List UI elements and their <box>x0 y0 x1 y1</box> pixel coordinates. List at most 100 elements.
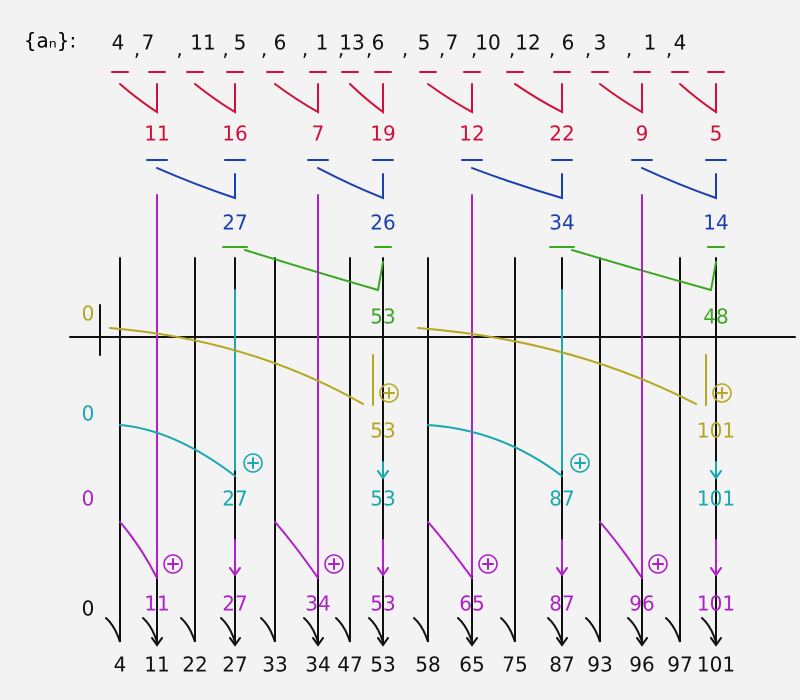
downsweep2-value: 101 <box>697 487 735 511</box>
sweep-curve <box>274 521 319 579</box>
downsweep1-value: 53 <box>370 419 395 443</box>
plus-sign <box>328 558 340 570</box>
arrow <box>710 627 722 647</box>
sequence-label: {aₙ}: <box>24 29 76 53</box>
pair-join <box>274 83 319 114</box>
sweep-curve <box>427 521 473 579</box>
plus-circle <box>570 453 590 473</box>
arrow <box>151 627 163 647</box>
pair-join <box>471 167 563 200</box>
zero-label: 0 <box>82 302 95 326</box>
downsweep2-value: 27 <box>222 487 247 511</box>
sequence-value: 5 <box>234 31 247 55</box>
downsweep3-value: 96 <box>629 592 654 616</box>
pair-join <box>679 83 717 114</box>
sequence-value: 10 <box>475 31 500 55</box>
sequence-value: 6 <box>562 31 575 55</box>
column-line <box>585 257 601 643</box>
sequence-value: 7 <box>446 31 459 55</box>
downsweep3-value: 27 <box>222 592 247 616</box>
arrow <box>377 539 389 577</box>
pair-join <box>514 83 563 114</box>
arrow <box>229 539 241 577</box>
arrow <box>377 461 389 480</box>
plus-circle <box>648 554 668 574</box>
plus-circle <box>478 554 498 574</box>
downsweep3-value: 11 <box>144 592 169 616</box>
downsweep3-value: 101 <box>697 592 735 616</box>
plus-sign <box>574 457 586 469</box>
pair-join <box>349 83 384 114</box>
sequence-value: 6 <box>274 31 287 55</box>
plus-sign <box>167 558 179 570</box>
result-value: 47 <box>337 653 362 677</box>
pair-join <box>427 83 473 114</box>
sweep-curve <box>599 521 643 579</box>
separator: , <box>176 37 182 61</box>
pair-join <box>119 83 158 114</box>
result-value: 93 <box>587 653 612 677</box>
zero-label: 0 <box>82 597 95 621</box>
plus-circle <box>324 554 344 574</box>
separator: , <box>338 37 344 61</box>
level2-sum: 34 <box>549 211 574 235</box>
pair-join <box>571 249 717 292</box>
level1-sum: 9 <box>636 122 649 146</box>
result-value: 87 <box>549 653 574 677</box>
level1-sum: 7 <box>312 122 325 146</box>
sequence-value: 6 <box>372 31 385 55</box>
plus-circle <box>243 453 263 473</box>
result-value: 97 <box>667 653 692 677</box>
result-value: 65 <box>459 653 484 677</box>
separator: , <box>134 37 140 61</box>
level2-sum: 27 <box>222 211 247 235</box>
sweep-curve <box>119 424 236 477</box>
column-line <box>665 257 681 643</box>
level2-sum: 26 <box>370 211 395 235</box>
sweep-curve <box>109 327 364 405</box>
pair-join <box>244 249 384 292</box>
column-line <box>500 257 516 643</box>
sweep-curve <box>417 327 697 405</box>
separator: , <box>222 37 228 61</box>
plus-circle <box>712 383 732 403</box>
plus-sign <box>247 457 259 469</box>
separator: , <box>509 37 515 61</box>
result-value: 34 <box>305 653 330 677</box>
result-value: 4 <box>114 653 127 677</box>
result-value: 22 <box>182 653 207 677</box>
level2-sum: 14 <box>703 211 728 235</box>
plus-sign <box>482 558 494 570</box>
separator: , <box>261 37 267 61</box>
level1-sum: 12 <box>459 122 484 146</box>
separator: , <box>666 37 672 61</box>
sequence-value: 13 <box>339 31 364 55</box>
pair-join <box>641 167 717 200</box>
downsweep2-value: 87 <box>549 487 574 511</box>
separator: , <box>366 37 372 61</box>
plus-circle <box>379 383 399 403</box>
result-value: 33 <box>262 653 287 677</box>
level1-sum: 5 <box>710 122 723 146</box>
arrow <box>710 539 722 577</box>
zero-label: 0 <box>82 487 95 511</box>
sequence-value: 7 <box>142 31 155 55</box>
arrow <box>377 627 389 647</box>
downsweep2-value: 53 <box>370 487 395 511</box>
result-value: 96 <box>629 653 654 677</box>
plus-sign <box>716 387 728 399</box>
sequence-value: 4 <box>112 31 125 55</box>
column-line <box>335 257 351 643</box>
result-value: 53 <box>370 653 395 677</box>
plus-circle <box>163 554 183 574</box>
column-line <box>413 257 429 643</box>
arrow <box>710 461 722 480</box>
result-value: 58 <box>415 653 440 677</box>
separator: , <box>549 37 555 61</box>
arrow <box>466 627 478 647</box>
arrow <box>312 627 324 647</box>
arrow <box>636 627 648 647</box>
separator: , <box>302 37 308 61</box>
